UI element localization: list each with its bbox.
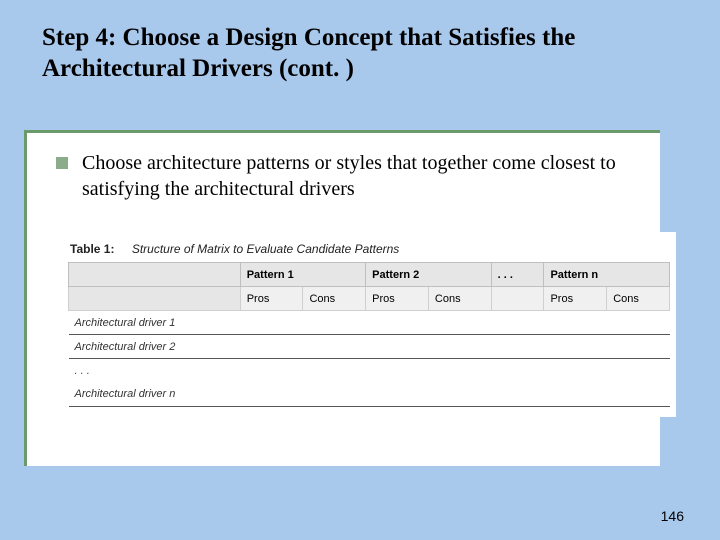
bullet-text: Choose architecture patterns or styles t…: [82, 150, 678, 202]
matrix-table-region: Table 1: Structure of Matrix to Evaluate…: [62, 232, 676, 417]
table-subcorner-cell: [69, 287, 241, 311]
cell: [491, 383, 544, 407]
slide-title: Step 4: Choose a Design Concept that Sat…: [42, 22, 686, 85]
subhead-cons: Cons: [428, 287, 491, 311]
subhead-pros: Pros: [544, 287, 607, 311]
cell: [607, 383, 670, 407]
cell: [428, 311, 491, 335]
cell: [607, 311, 670, 335]
cell: [240, 311, 303, 335]
col-header-pattern-n: Pattern n: [544, 263, 670, 287]
col-header-pattern-2: Pattern 2: [366, 263, 491, 287]
table-header-row-2: Pros Cons Pros Cons Pros Cons: [69, 287, 670, 311]
cell: [428, 335, 491, 359]
driver-ellipsis: . . .: [69, 359, 241, 383]
cell: [303, 335, 366, 359]
cell: [544, 335, 607, 359]
cell: [428, 383, 491, 407]
cell: [240, 359, 669, 383]
driver-label: Architectural driver 1: [69, 311, 241, 335]
subhead-empty: [491, 287, 544, 311]
cell: [544, 383, 607, 407]
square-bullet-icon: [56, 157, 68, 169]
cell: [303, 383, 366, 407]
cell: [240, 383, 303, 407]
table-caption-label: Table 1:: [70, 242, 114, 256]
subhead-cons: Cons: [303, 287, 366, 311]
table-caption-title: Structure of Matrix to Evaluate Candidat…: [132, 242, 399, 256]
col-header-ellipsis: . . .: [491, 263, 544, 287]
table-ellipsis-row: . . .: [69, 359, 670, 383]
table-row: Architectural driver 2: [69, 335, 670, 359]
cell: [366, 335, 429, 359]
cell: [240, 335, 303, 359]
evaluation-matrix-table: Pattern 1 Pattern 2 . . . Pattern n Pros…: [68, 262, 670, 407]
table-row: Architectural driver n: [69, 383, 670, 407]
driver-label: Architectural driver n: [69, 383, 241, 407]
cell: [366, 311, 429, 335]
cell: [491, 311, 544, 335]
cell: [544, 311, 607, 335]
col-header-pattern-1: Pattern 1: [240, 263, 365, 287]
table-corner-cell: [69, 263, 241, 287]
subhead-cons: Cons: [607, 287, 670, 311]
table-caption: Table 1: Structure of Matrix to Evaluate…: [68, 238, 670, 262]
page-number: 146: [661, 508, 684, 524]
title-area: Step 4: Choose a Design Concept that Sat…: [42, 22, 686, 85]
table-header-row-1: Pattern 1 Pattern 2 . . . Pattern n: [69, 263, 670, 287]
cell: [366, 383, 429, 407]
subhead-pros: Pros: [366, 287, 429, 311]
driver-label: Architectural driver 2: [69, 335, 241, 359]
cell: [491, 335, 544, 359]
cell: [607, 335, 670, 359]
cell: [303, 311, 366, 335]
slide: Step 4: Choose a Design Concept that Sat…: [0, 0, 720, 540]
subhead-pros: Pros: [240, 287, 303, 311]
table-row: Architectural driver 1: [69, 311, 670, 335]
body-text: Choose architecture patterns or styles t…: [56, 150, 678, 202]
bullet-item: Choose architecture patterns or styles t…: [56, 150, 678, 202]
